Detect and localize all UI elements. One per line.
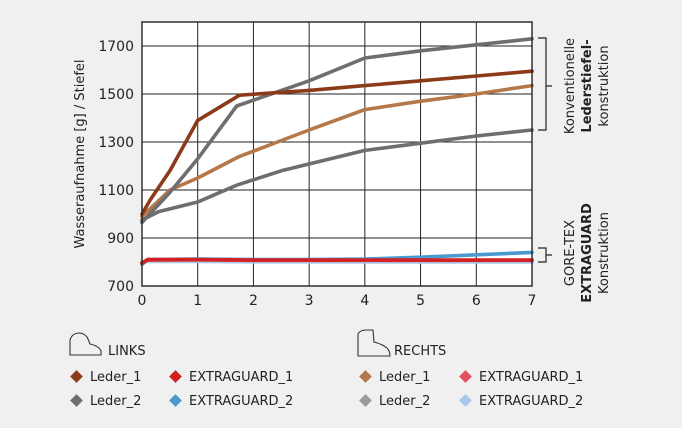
- y-axis-label: Wasseraufnahme [g] / Stiefel: [73, 59, 88, 248]
- x-tick-label: 4: [360, 293, 369, 309]
- legend-marker-rechts-leder-1: [359, 370, 372, 383]
- legend-marker-links-leder-2: [70, 394, 83, 407]
- lower-annotation-line-3: Konstruktion: [597, 212, 612, 294]
- legend-label-links-extraguard-1: EXTRAGUARD_1: [189, 370, 293, 385]
- series-line-links-leder-2: [140, 128, 534, 222]
- lower-annotation-line-1: GORE-TEX: [563, 220, 578, 286]
- legend-label-rechts-extraguard-2: EXTRAGUARD_2: [479, 394, 583, 409]
- x-tick-label: 6: [472, 293, 481, 309]
- legend-marker-rechts-leder-2: [359, 394, 372, 407]
- upper-annotation-line-1: Konventionelle: [563, 38, 578, 134]
- x-tick-label: 1: [193, 293, 202, 309]
- upper-annotation: Konventionelle Lederstiefel- konstruktio…: [563, 38, 612, 134]
- legend-label-links-leder-1: Leder_1: [90, 370, 141, 385]
- upper-annotation-line-3: konstruktion: [597, 45, 612, 126]
- legend-group-rechts: RECHTS Leder_1 EXTRAGUARD_1 Leder_2 EXTR…: [357, 329, 583, 409]
- high-boot-icon: [357, 329, 391, 357]
- legend-marker-rechts-extraguard-1: [459, 370, 472, 383]
- upper-bracket: [538, 37, 552, 131]
- legend-group-links: LINKS Leder_1 EXTRAGUARD_1 Leder_2 EXTRA…: [69, 332, 293, 409]
- series-lines: [140, 36, 534, 267]
- y-tick-label: 900: [107, 231, 134, 247]
- y-tick-label: 1100: [98, 183, 134, 199]
- legend-label-rechts-leder-1: Leder_1: [379, 370, 430, 385]
- y-tick-label: 1300: [98, 135, 134, 151]
- series-line-rechts-leder-1: [140, 83, 534, 219]
- series-line-links-extraguard-1: [140, 257, 534, 266]
- y-tick-label: 700: [107, 279, 134, 295]
- legend-label-rechts-extraguard-1: EXTRAGUARD_1: [479, 370, 583, 385]
- series-line-links-leder-1: [140, 69, 534, 216]
- y-tick-label: 1700: [98, 39, 134, 55]
- x-tick-label: 7: [528, 293, 537, 309]
- x-tick-label: 5: [416, 293, 425, 309]
- legend-marker-links-leder-1: [70, 370, 83, 383]
- upper-annotation-line-2: Lederstiefel-: [580, 39, 595, 132]
- legend-title-rechts: RECHTS: [394, 344, 446, 359]
- x-ticks: 0 1 2 3 4 5 6 7: [138, 293, 537, 309]
- legend-marker-rechts-extraguard-2: [459, 394, 472, 407]
- x-tick-label: 2: [249, 293, 258, 309]
- plot-area: [142, 22, 532, 286]
- x-tick-label: 3: [305, 293, 314, 309]
- series-line-rechts-leder-2: [140, 36, 534, 225]
- legend-marker-links-extraguard-2: [169, 394, 182, 407]
- legend-label-links-leder-2: Leder_2: [90, 394, 141, 409]
- x-tick-label: 0: [138, 293, 147, 309]
- grid: [142, 22, 532, 286]
- y-tick-label: 1500: [98, 87, 134, 103]
- y-ticks: 700 900 1100 1300 1500 1700: [98, 39, 134, 295]
- legend-title-links: LINKS: [108, 344, 146, 359]
- legend-marker-links-extraguard-1: [169, 370, 182, 383]
- lower-annotation: GORE-TEX EXTRAGUARD Konstruktion: [563, 203, 612, 303]
- low-boot-icon: [69, 332, 102, 356]
- plot-frame: [141, 21, 533, 287]
- lower-annotation-line-2: EXTRAGUARD: [580, 203, 595, 303]
- legend-label-rechts-leder-2: Leder_2: [379, 394, 430, 409]
- legend-label-links-extraguard-2: EXTRAGUARD_2: [189, 394, 293, 409]
- lower-bracket: [538, 247, 552, 263]
